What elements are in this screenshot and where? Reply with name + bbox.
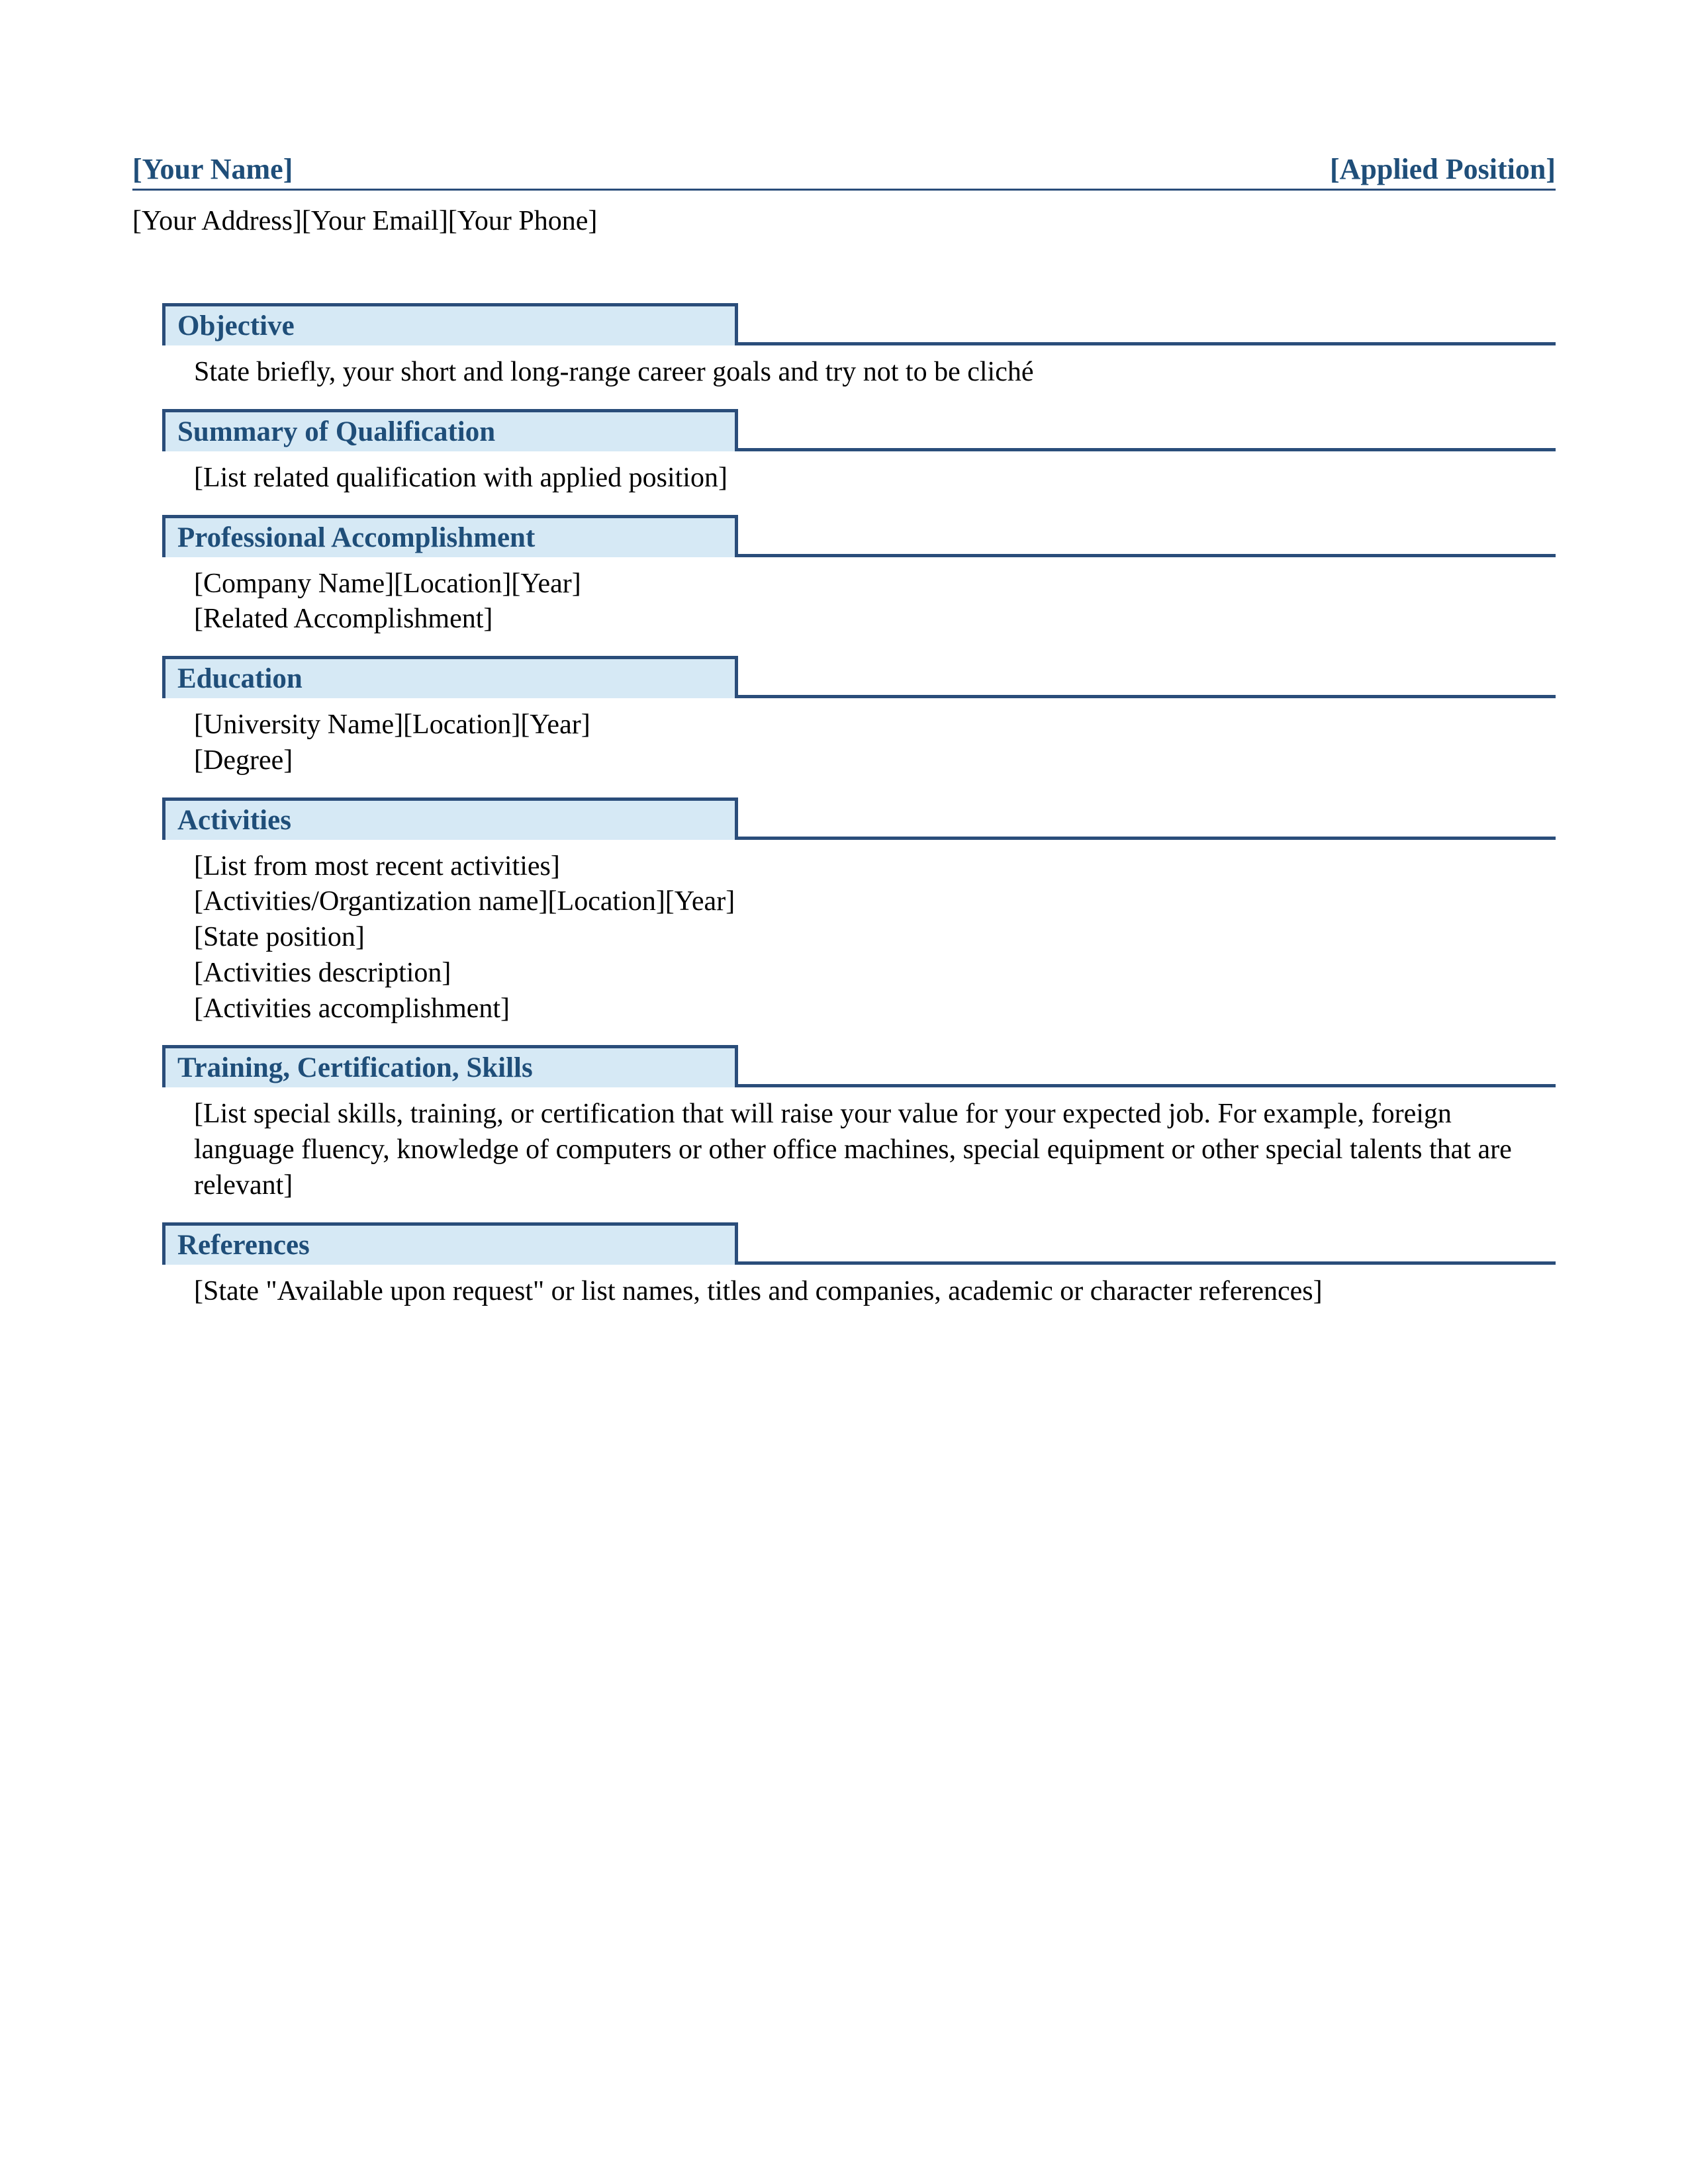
section-header-underline	[738, 1045, 1556, 1087]
section-header-underline	[738, 409, 1556, 451]
section-header-underline	[738, 656, 1556, 698]
section-title: Professional Accomplishment	[162, 515, 738, 557]
section-title: Activities	[162, 797, 738, 840]
section-header-row: Professional Accomplishment	[162, 515, 1556, 557]
resume-section: Activities[List from most recent activit…	[162, 797, 1556, 1027]
section-body-line: State briefly, your short and long-range…	[194, 355, 1556, 390]
section-body-line: [Activities description]	[194, 956, 1556, 991]
resume-section: Objective State briefly, your short and l…	[162, 303, 1556, 390]
section-header-underline	[738, 515, 1556, 557]
section-body: State briefly, your short and long-range…	[162, 345, 1556, 390]
section-body-line: [List from most recent activities]	[194, 849, 1556, 885]
resume-section: Training, Certification, Skills [List spe…	[162, 1045, 1556, 1203]
section-body: [List from most recent activities][Activ…	[162, 840, 1556, 1027]
section-header-row: Summary of Qualification	[162, 409, 1556, 451]
section-body-line: [Activities/Organtization name][Location…	[194, 884, 1556, 920]
document-header: [Your Name] [Applied Position]	[132, 152, 1556, 191]
section-header-row: References	[162, 1222, 1556, 1265]
contact-info: [Your Address][Your Email][Your Phone]	[132, 205, 1556, 237]
section-header-row: Objective	[162, 303, 1556, 345]
section-body: [Company Name][Location][Year][Related A…	[162, 557, 1556, 638]
resume-section: Summary of Qualification [List related qu…	[162, 409, 1556, 496]
resume-section: References [State "Available upon request…	[162, 1222, 1556, 1310]
section-body-line: [State "Available upon request" or list …	[194, 1274, 1556, 1310]
section-body-line: [List special skills, training, or certi…	[194, 1097, 1556, 1203]
section-header-underline	[738, 797, 1556, 840]
section-title: Summary of Qualification	[162, 409, 738, 451]
section-title: Objective	[162, 303, 738, 345]
section-body-line: [List related qualification with applied…	[194, 461, 1556, 496]
section-body-line: [Related Accomplishment]	[194, 602, 1556, 637]
section-body: [List related qualification with applied…	[162, 451, 1556, 496]
section-title: References	[162, 1222, 738, 1265]
resume-section: Professional Accomplishment[Company Name…	[162, 515, 1556, 638]
section-body: [State "Available upon request" or list …	[162, 1265, 1556, 1310]
sections-container: Objective State briefly, your short and l…	[132, 303, 1556, 1309]
section-header-underline	[738, 303, 1556, 345]
section-body-line: [State position]	[194, 920, 1556, 956]
section-header-underline	[738, 1222, 1556, 1265]
section-body-line: [Activities accomplishment]	[194, 991, 1556, 1027]
section-body-line: [Degree]	[194, 743, 1556, 779]
section-title: Education	[162, 656, 738, 698]
section-body-line: [Company Name][Location][Year]	[194, 567, 1556, 602]
section-header-row: Training, Certification, Skills	[162, 1045, 1556, 1087]
section-body: [List special skills, training, or certi…	[162, 1087, 1556, 1203]
candidate-name: [Your Name]	[132, 152, 293, 186]
resume-section: Education[University Name][Location][Yea…	[162, 656, 1556, 779]
section-header-row: Activities	[162, 797, 1556, 840]
section-body-line: [University Name][Location][Year]	[194, 707, 1556, 743]
section-header-row: Education	[162, 656, 1556, 698]
applied-position: [Applied Position]	[1330, 152, 1556, 186]
section-body: [University Name][Location][Year][Degree…	[162, 698, 1556, 779]
section-title: Training, Certification, Skills	[162, 1045, 738, 1087]
